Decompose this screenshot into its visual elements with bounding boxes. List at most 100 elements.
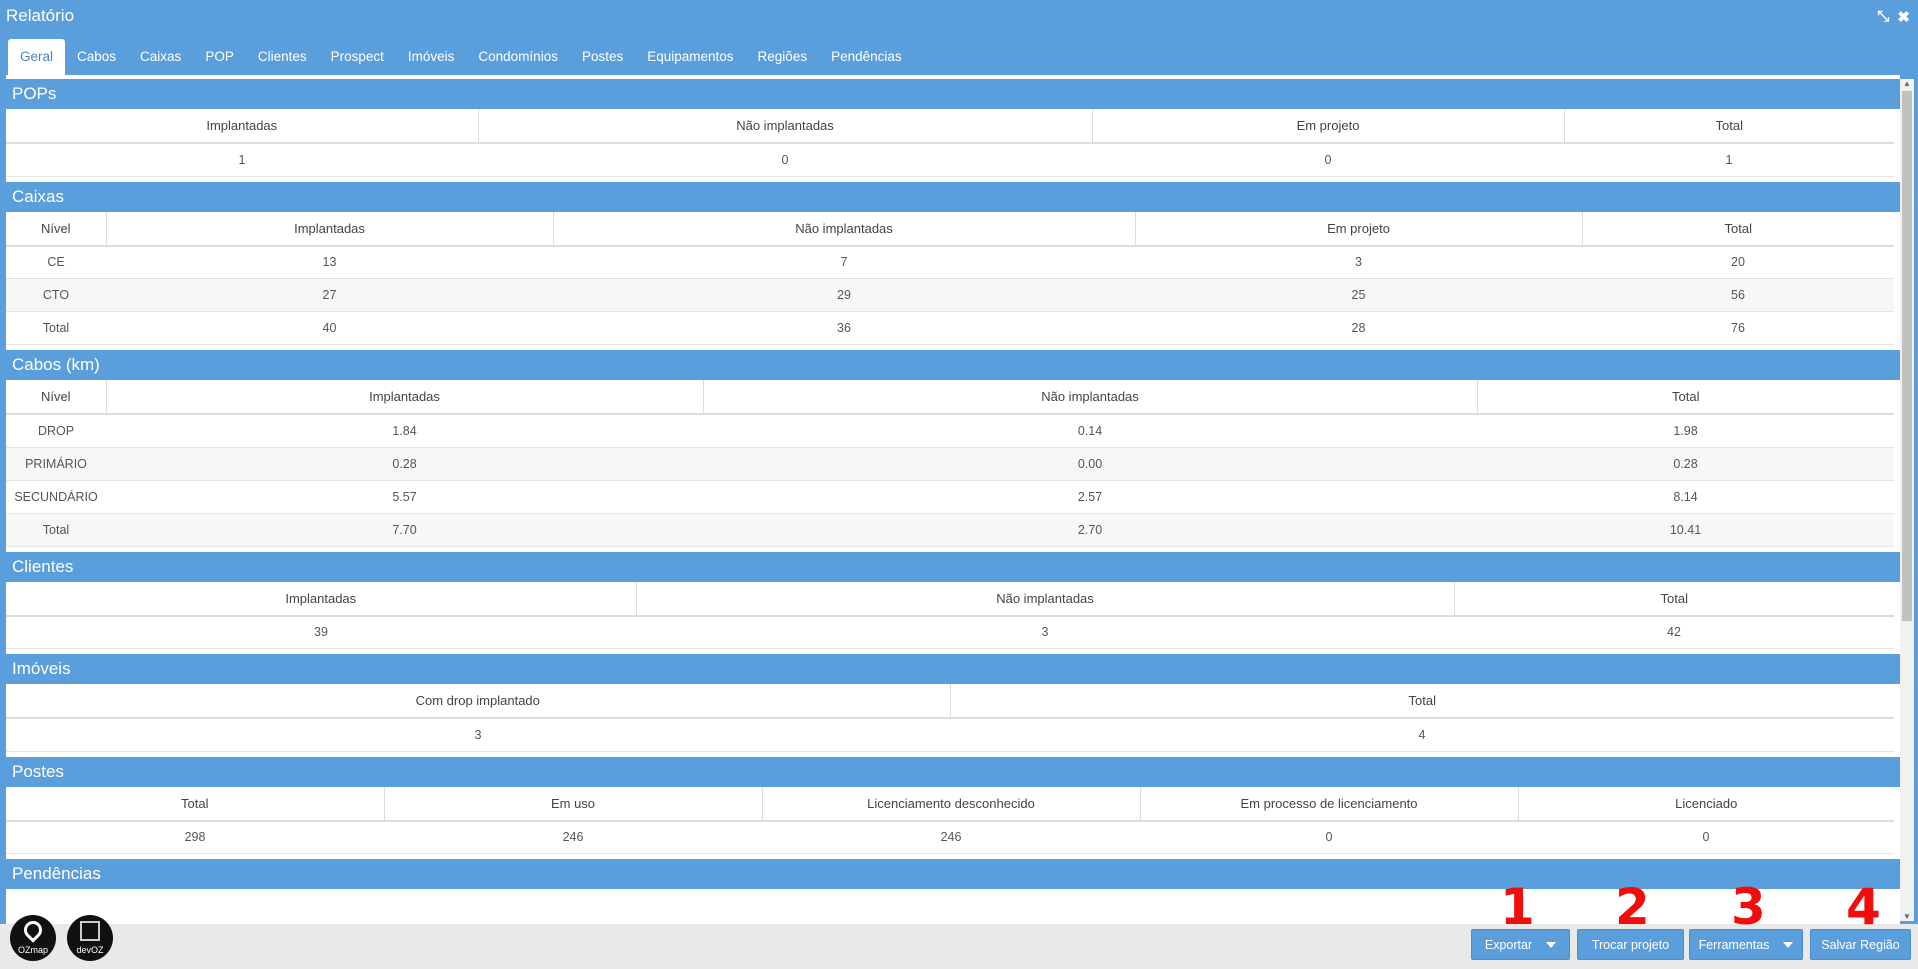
caixas-table: Nível Implantadas Não implantadas Em pro… bbox=[6, 211, 1894, 345]
column-header: Em processo de licenciamento bbox=[1140, 786, 1519, 822]
salvar-regiao-button[interactable]: Salvar Região bbox=[1810, 929, 1911, 960]
trocar-projeto-label: Trocar projeto bbox=[1591, 937, 1670, 952]
table-cell: 298 bbox=[6, 820, 384, 854]
table-cell: 13 bbox=[106, 245, 553, 279]
ozmap-logo[interactable]: OZmap bbox=[10, 915, 56, 961]
exportar-label: Exportar bbox=[1484, 937, 1533, 952]
section-header-cabos: Cabos (km) bbox=[6, 350, 1900, 380]
table-cell: 25 bbox=[1135, 278, 1582, 312]
tab-postes[interactable]: Postes bbox=[581, 49, 624, 64]
tab-pop[interactable]: POP bbox=[205, 49, 234, 64]
scrollbar-thumb[interactable] bbox=[1902, 91, 1912, 621]
section-header-pendencias: Pendências bbox=[6, 859, 1900, 889]
minimize-icon[interactable]: ⤡ bbox=[1877, 8, 1890, 25]
devoz-logo[interactable]: devOZ bbox=[67, 915, 113, 961]
annotation-number: 2 bbox=[1615, 878, 1650, 936]
ferramentas-button[interactable]: Ferramentas bbox=[1689, 929, 1803, 960]
tab-bar: Geral Cabos Caixas POP Clientes Prospect… bbox=[8, 39, 914, 75]
imoveis-table: Com drop implantado Total 3 4 bbox=[6, 684, 1894, 752]
table-cell: 0 bbox=[1140, 820, 1518, 854]
table-cell: 246 bbox=[384, 820, 762, 854]
column-header: Em uso bbox=[384, 786, 763, 822]
trocar-projeto-button[interactable]: Trocar projeto bbox=[1577, 929, 1684, 960]
table-cell: 56 bbox=[1582, 278, 1894, 312]
column-header: Total bbox=[1564, 109, 1894, 144]
table-cell: CE bbox=[6, 245, 106, 279]
table-cell: 0 bbox=[1092, 143, 1564, 177]
table-cell: 0.28 bbox=[1477, 447, 1894, 481]
table-cell: 5.57 bbox=[106, 480, 703, 514]
table-row: Total 7.70 2.70 10.41 bbox=[6, 513, 1894, 547]
table-row: SECUNDÁRIO 5.57 2.57 8.14 bbox=[6, 480, 1894, 514]
table-cell: 1.84 bbox=[106, 414, 703, 448]
table-cell: 29 bbox=[553, 278, 1135, 312]
column-header: Implantadas bbox=[106, 380, 704, 415]
ferramentas-label: Ferramentas bbox=[1698, 937, 1770, 952]
column-header: Não implantadas bbox=[553, 211, 1136, 247]
table-cell: 2.70 bbox=[703, 513, 1477, 547]
close-icon[interactable]: ✖ bbox=[1897, 9, 1910, 26]
devoz-logo-text: devOZ bbox=[76, 945, 104, 955]
table-cell: DROP bbox=[6, 414, 106, 448]
table-cell: 40 bbox=[106, 311, 553, 345]
exportar-button[interactable]: Exportar bbox=[1471, 929, 1570, 960]
table-cell: 27 bbox=[106, 278, 553, 312]
table-cell: 42 bbox=[1454, 615, 1894, 649]
table-cell: 3 bbox=[636, 615, 1454, 649]
column-header: Total bbox=[1582, 211, 1894, 247]
report-content: POPs Implantadas Não implantadas Em proj… bbox=[6, 75, 1900, 924]
table-row: DROP 1.84 0.14 1.98 bbox=[6, 414, 1894, 448]
salvar-regiao-label: Salvar Região bbox=[1821, 937, 1900, 952]
tab-clientes[interactable]: Clientes bbox=[257, 49, 307, 64]
annotation-number: 4 bbox=[1846, 878, 1881, 936]
column-header: Implantadas bbox=[6, 581, 637, 617]
column-header: Total bbox=[6, 786, 385, 822]
table-cell: 3 bbox=[1135, 245, 1582, 279]
table-cell: 246 bbox=[762, 820, 1140, 854]
pops-table: Implantadas Não implantadas Em projeto T… bbox=[6, 109, 1894, 177]
caret-down-icon bbox=[1783, 941, 1794, 948]
table-cell: PRIMÁRIO bbox=[6, 447, 106, 481]
table-cell: 8.14 bbox=[1477, 480, 1894, 514]
column-header: Com drop implantado bbox=[6, 684, 951, 719]
column-header: Total bbox=[950, 684, 1894, 719]
tab-regioes[interactable]: Regiões bbox=[757, 49, 808, 64]
table-row: CTO 27 29 25 56 bbox=[6, 278, 1894, 312]
table-row: CE 13 7 3 20 bbox=[6, 245, 1894, 279]
table-cell: CTO bbox=[6, 278, 106, 312]
cabos-table: Nível Implantadas Não implantadas Total … bbox=[6, 380, 1894, 547]
table-row: Total 40 36 28 76 bbox=[6, 311, 1894, 345]
table-row: 39 3 42 bbox=[6, 615, 1894, 649]
column-header: Nível bbox=[6, 380, 107, 415]
column-header: Não implantadas bbox=[636, 581, 1455, 617]
table-cell: 0.14 bbox=[703, 414, 1477, 448]
column-header: Não implantadas bbox=[478, 109, 1093, 144]
table-cell: 0 bbox=[1518, 820, 1894, 854]
tab-geral[interactable]: Geral bbox=[8, 39, 66, 75]
column-header: Licenciamento desconhecido bbox=[762, 786, 1141, 822]
tab-prospect[interactable]: Prospect bbox=[330, 49, 384, 64]
table-row: 1 0 0 1 bbox=[6, 143, 1894, 177]
table-cell: 1.98 bbox=[1477, 414, 1894, 448]
section-header-caixas: Caixas bbox=[6, 181, 1900, 212]
table-row: 298 246 246 0 0 bbox=[6, 820, 1894, 854]
window-title: Relatório bbox=[6, 6, 75, 25]
table-cell: 36 bbox=[553, 311, 1135, 345]
tab-equipamentos[interactable]: Equipamentos bbox=[647, 49, 734, 64]
tab-cabos[interactable]: Cabos bbox=[77, 49, 117, 64]
table-cell: 76 bbox=[1582, 311, 1894, 345]
section-header-imoveis: Imóveis bbox=[6, 654, 1900, 684]
column-header: Licenciado bbox=[1518, 786, 1894, 822]
tab-imoveis[interactable]: Imóveis bbox=[407, 49, 455, 64]
table-cell: 2.57 bbox=[703, 480, 1477, 514]
scroll-down-icon[interactable]: ▼ bbox=[1903, 912, 1911, 921]
vertical-scrollbar[interactable]: ▲ ▼ bbox=[1900, 79, 1914, 921]
table-cell: 10.41 bbox=[1477, 513, 1894, 547]
table-cell: 1 bbox=[6, 143, 478, 177]
tab-condominios[interactable]: Condomínios bbox=[478, 49, 558, 64]
annotation-number: 3 bbox=[1731, 878, 1766, 936]
column-header: Não implantadas bbox=[703, 380, 1478, 415]
tab-pendencias[interactable]: Pendências bbox=[831, 49, 902, 64]
scroll-up-icon[interactable]: ▲ bbox=[1903, 79, 1911, 88]
tab-caixas[interactable]: Caixas bbox=[140, 49, 182, 64]
